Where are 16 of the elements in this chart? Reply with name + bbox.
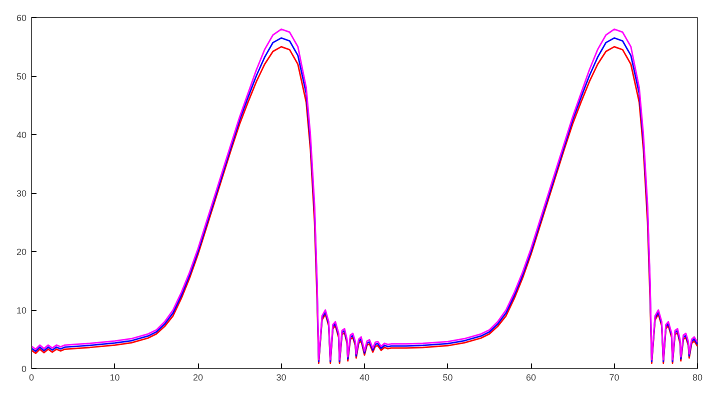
y-tick-label: 40 xyxy=(16,130,27,140)
y-tick-label: 20 xyxy=(16,247,27,257)
x-tick-label: 60 xyxy=(526,372,536,382)
y-tick-label: 0 xyxy=(21,364,27,374)
x-tick-label: 20 xyxy=(192,372,204,382)
y-tick-label: 10 xyxy=(16,306,27,316)
x-tick-label: 80 xyxy=(692,372,703,382)
x-tick-label: 10 xyxy=(110,372,120,382)
y-tick-label: 60 xyxy=(16,13,27,23)
y-tick-label: 30 xyxy=(16,188,27,198)
x-tick-label: 70 xyxy=(609,372,620,382)
x-tick-label: 0 xyxy=(28,372,34,382)
x-tick-label: 30 xyxy=(276,372,286,382)
x-tick-label: 50 xyxy=(442,372,453,382)
x-tick-label: 40 xyxy=(359,372,370,382)
y-tick-label: 50 xyxy=(16,72,27,82)
